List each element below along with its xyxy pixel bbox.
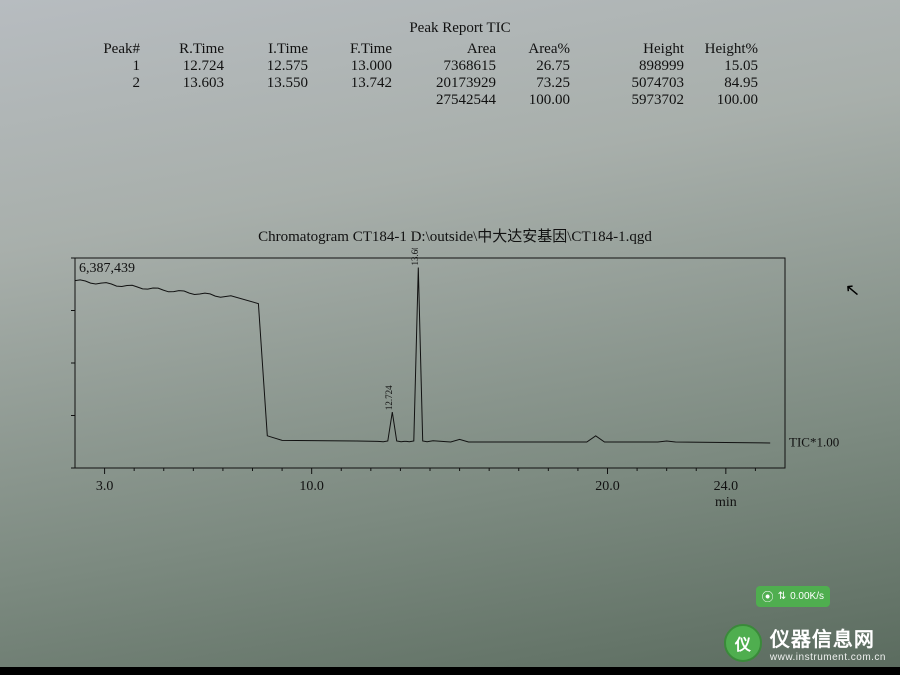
svg-text:TIC*1.00: TIC*1.00: [789, 434, 839, 449]
table-total-cell: 27542544: [396, 92, 496, 109]
peak-report: Peak Report TIC Peak#R.TimeI.TimeF.TimeA…: [80, 20, 840, 109]
table-header: R.Time: [144, 41, 224, 58]
table-cell: 12.575: [228, 58, 308, 75]
table-cell: 1: [80, 58, 140, 75]
svg-text:13.603: 13.603: [410, 248, 420, 265]
table-header: Area%: [500, 41, 570, 58]
svg-text:20.0: 20.0: [595, 479, 620, 494]
table-total-cell: 5973702: [574, 92, 684, 109]
watermark-logo-icon: 仪: [724, 624, 762, 662]
svg-text:10.0: 10.0: [299, 479, 324, 494]
table-header: Height%: [688, 41, 758, 58]
table-header: Area: [396, 41, 496, 58]
table-cell: 13.550: [228, 75, 308, 92]
table-cell: 13.000: [312, 58, 392, 75]
mouse-cursor-icon: ↖: [844, 279, 861, 301]
table-total-cell: [144, 92, 224, 109]
watermark: 仪 仪器信息网 www.instrument.com.cn: [724, 623, 886, 663]
table-cell: 15.05: [688, 58, 758, 75]
net-arrows: ⇅: [778, 591, 786, 602]
table-cell: 2: [80, 75, 140, 92]
table-cell: 84.95: [688, 75, 758, 92]
table-total-cell: [228, 92, 308, 109]
svg-text:min: min: [715, 495, 737, 508]
network-speed-badge: ⦿ ⇅ 0.00K/s: [756, 586, 830, 607]
net-rate: 0.00K/s: [790, 591, 824, 602]
table-cell: 13.603: [144, 75, 224, 92]
table-header: F.Time: [312, 41, 392, 58]
table-header: I.Time: [228, 41, 308, 58]
table-total-cell: [80, 92, 140, 109]
table-total-cell: 100.00: [688, 92, 758, 109]
svg-text:12.724: 12.724: [384, 385, 394, 410]
watermark-sub: www.instrument.com.cn: [770, 652, 886, 663]
chromatogram-panel: Chromatogram CT184-1 D:\outside\中大达安基因\C…: [55, 225, 855, 535]
svg-text:3.0: 3.0: [96, 479, 114, 494]
svg-text:6,387,439: 6,387,439: [79, 261, 135, 276]
table-cell: 12.724: [144, 58, 224, 75]
watermark-main: 仪器信息网: [770, 623, 886, 652]
svg-text:24.0: 24.0: [714, 479, 739, 494]
wifi-icon: ⦿: [762, 588, 774, 605]
chromatogram-title: Chromatogram CT184-1 D:\outside\中大达安基因\C…: [55, 225, 855, 246]
table-total-cell: 100.00: [500, 92, 570, 109]
screen-background: Peak Report TIC Peak#R.TimeI.TimeF.TimeA…: [0, 0, 900, 675]
table-cell: 13.742: [312, 75, 392, 92]
report-title: Peak Report TIC: [80, 20, 840, 37]
peak-table: Peak#R.TimeI.TimeF.TimeAreaArea%HeightHe…: [80, 41, 840, 109]
chromatogram-svg: 6,387,439 12.724 13.603 TIC*1.00 3.0 10.0 20.0…: [55, 248, 855, 508]
table-cell: 7368615: [396, 58, 496, 75]
table-total-cell: [312, 92, 392, 109]
table-cell: 5074703: [574, 75, 684, 92]
table-cell: 20173929: [396, 75, 496, 92]
table-header: Peak#: [80, 41, 140, 58]
table-cell: 73.25: [500, 75, 570, 92]
table-header: Height: [574, 41, 684, 58]
table-cell: 898999: [574, 58, 684, 75]
table-cell: 26.75: [500, 58, 570, 75]
taskbar: [0, 667, 900, 675]
